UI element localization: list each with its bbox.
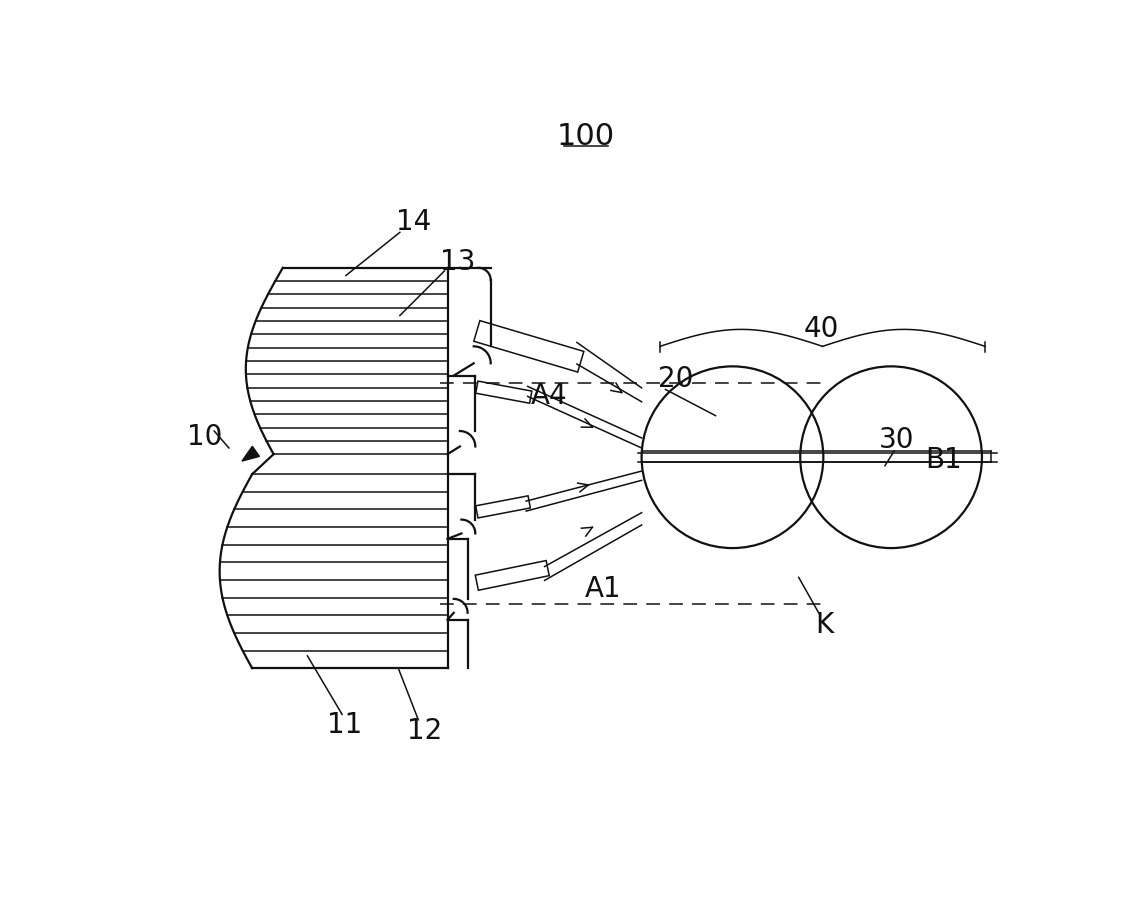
Text: K: K: [816, 611, 834, 639]
Polygon shape: [242, 447, 259, 461]
Text: 30: 30: [879, 426, 914, 454]
Text: 14: 14: [397, 207, 431, 236]
Text: 40: 40: [805, 316, 839, 344]
Text: 12: 12: [407, 718, 442, 745]
Text: A1: A1: [584, 575, 622, 603]
Text: 20: 20: [658, 365, 693, 393]
Text: 13: 13: [440, 248, 475, 275]
Text: 100: 100: [557, 122, 615, 152]
Text: A4: A4: [530, 382, 567, 411]
Text: 10: 10: [187, 423, 223, 451]
Text: B1: B1: [925, 447, 961, 475]
Text: 11: 11: [327, 711, 362, 739]
